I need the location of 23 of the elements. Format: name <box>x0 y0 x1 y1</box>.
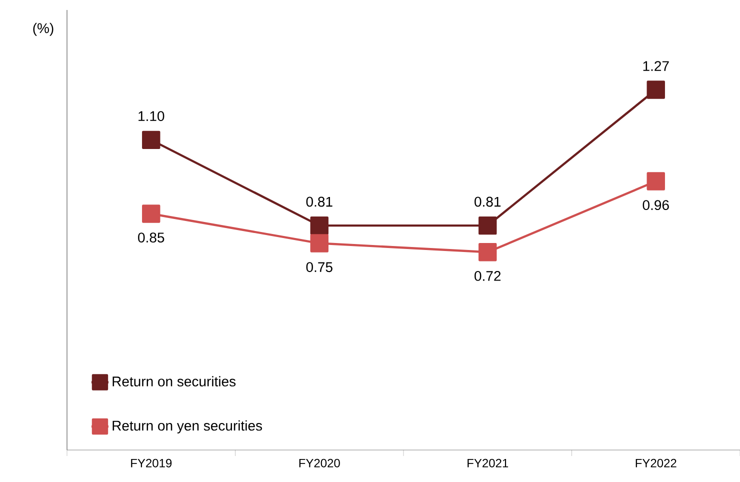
data-label: 1.27 <box>643 61 669 71</box>
point <box>646 80 665 99</box>
x-tick-label: FY2021 <box>468 458 508 468</box>
legend-label: Return on yen securities <box>112 420 262 434</box>
data-label: 0.75 <box>306 262 332 272</box>
x-tick-label: FY2019 <box>131 458 172 468</box>
point <box>142 130 160 150</box>
data-label: 0.85 <box>138 232 164 243</box>
point <box>646 172 665 190</box>
point <box>478 216 497 235</box>
data-label: 1.10 <box>138 111 164 122</box>
data-label: 0.81 <box>474 196 501 207</box>
data-label: 0.96 <box>642 200 669 210</box>
data-label: 0.81 <box>306 196 332 207</box>
point <box>310 234 328 252</box>
point <box>478 243 497 262</box>
legend-label: Return on securities <box>112 376 236 386</box>
x-tick-label: FY2020 <box>299 458 340 468</box>
y-axis-title: (%) <box>33 22 54 36</box>
data-label: 0.72 <box>474 271 501 281</box>
x-tick-label: FY2022 <box>636 458 676 468</box>
point <box>142 204 160 223</box>
point <box>310 216 328 235</box>
